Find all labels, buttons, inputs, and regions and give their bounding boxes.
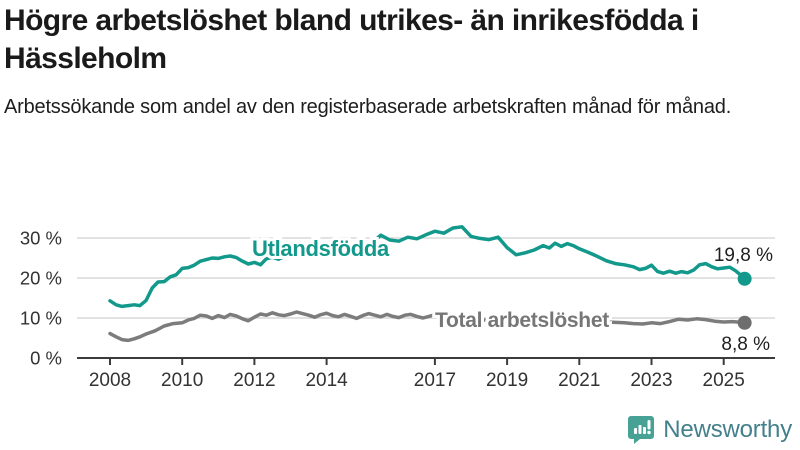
brand-footer: Newsworthy	[628, 415, 792, 444]
utlandsfodda-end-label: 19,8 %	[714, 245, 773, 266]
x-tick-label-2014: 2014	[305, 370, 348, 391]
total-arbetsloshet-line	[108, 310, 747, 343]
total-arbetsloshet-series-label: Total arbetslöshet	[435, 309, 609, 332]
utlandsfodda-line	[108, 225, 747, 309]
total-arbetsloshet-end-label: 8,8 %	[721, 334, 770, 355]
y-tick-label-10: 10 %	[20, 308, 62, 329]
utlandsfodda-end-dot	[737, 271, 752, 286]
x-tick-label-2021: 2021	[558, 370, 600, 391]
brand-name: Newsworthy	[663, 415, 792, 443]
total-arbetsloshet-end-dot	[737, 315, 752, 330]
x-tick-label-2019: 2019	[486, 370, 528, 391]
chart-header: Högre arbetslöshet bland utrikes- än inr…	[4, 2, 798, 122]
x-tick-label-2010: 2010	[161, 370, 203, 391]
y-tick-label-20: 20 %	[20, 268, 62, 289]
unemployment-line-chart: 0 % 10 % 20 % 30 % 2008 2010 2012 2014 2017 2019 2…	[0, 193, 800, 405]
chart-subtitle: Arbetssökande som andel av den registerb…	[4, 96, 732, 118]
x-tick-label-2017: 2017	[414, 370, 456, 391]
y-tick-label-0: 0 %	[30, 348, 62, 369]
newsworthy-logo-icon	[628, 416, 655, 444]
utlandsfodda-series-label: Utlandsfödda	[252, 236, 390, 261]
x-tick-label-2023: 2023	[630, 370, 672, 391]
x-tick-label-2008: 2008	[89, 370, 131, 391]
x-tick-label-2012: 2012	[233, 370, 275, 391]
page-title: Högre arbetslöshet bland utrikes- än inr…	[4, 4, 699, 75]
x-tick-label-2025: 2025	[703, 370, 745, 391]
line-chart-canvas: 0 % 10 % 20 % 30 % 2008 2010 2012 2014 2017 2019 2…	[20, 225, 775, 391]
y-tick-label-30: 30 %	[20, 228, 62, 249]
